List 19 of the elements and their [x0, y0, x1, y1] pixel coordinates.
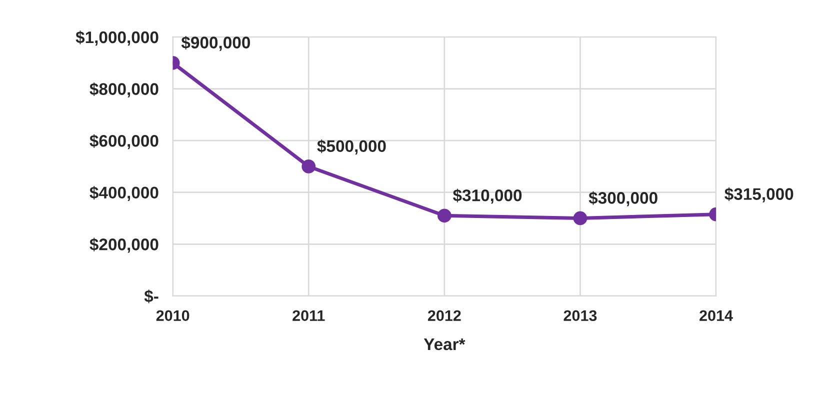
data-label: $315,000	[724, 187, 794, 202]
point	[302, 160, 316, 174]
y-tick-label: $600,000	[90, 134, 158, 150]
y-tick-label: $200,000	[90, 238, 158, 253]
x-tick-label: 2014	[700, 310, 733, 322]
x-axis-title: Year*	[424, 338, 466, 350]
point	[437, 208, 452, 223]
data-label: $300,000	[588, 191, 658, 206]
data-label: $500,000	[317, 140, 386, 154]
x-tick-label: 2013	[564, 310, 597, 322]
x-tick-label: 2012	[428, 310, 461, 322]
y-tick-label: $800,000	[90, 82, 158, 98]
y-tick-label: $-	[144, 290, 158, 304]
x-tick-label: 2011	[292, 310, 325, 322]
data-label: $310,000	[452, 188, 522, 204]
data-label: $900,000	[181, 36, 250, 51]
y-tick-label: $400,000	[90, 186, 158, 201]
x-tick-label: 2010	[156, 310, 190, 322]
y-tick-label: $1,000,000	[76, 30, 158, 46]
